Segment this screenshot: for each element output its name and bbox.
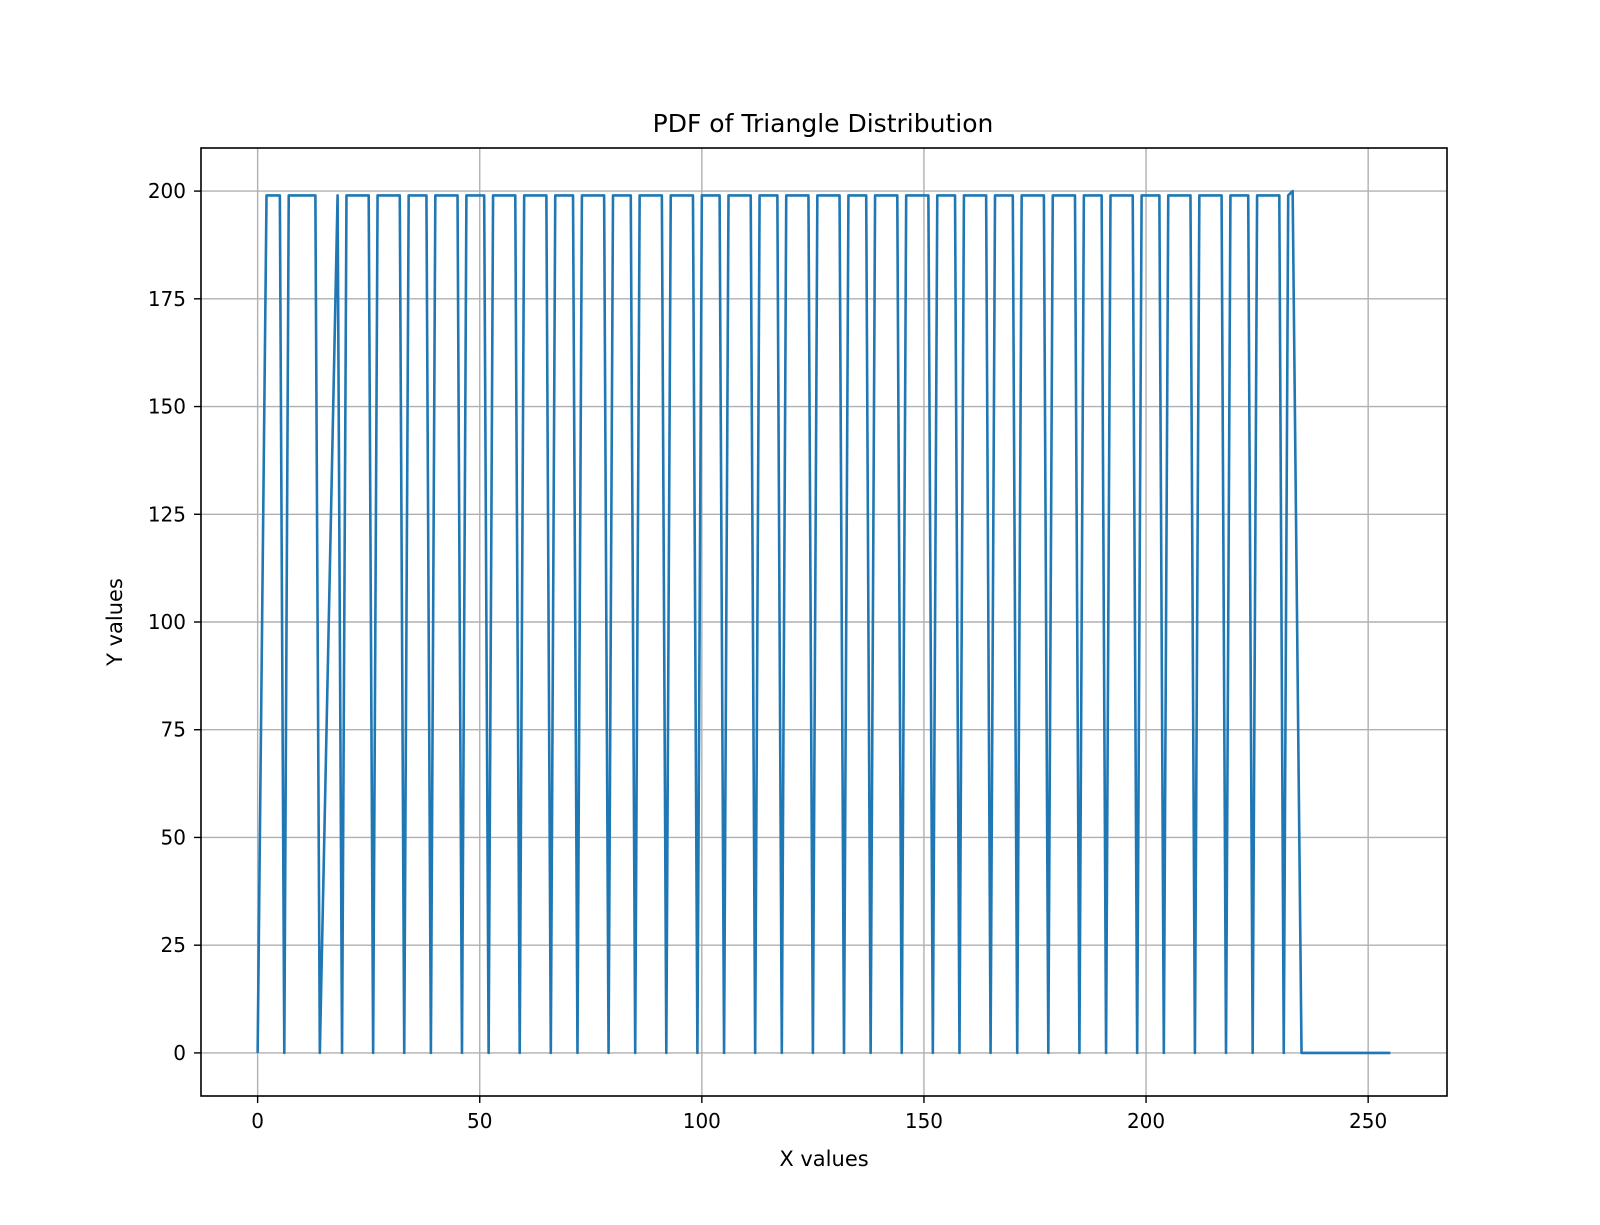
series-line (256, 189, 1391, 1055)
data-layer (256, 189, 1391, 1055)
y-tick-label: 50 (161, 825, 186, 849)
y-tick-label: 200 (148, 179, 186, 203)
x-tick-label: 200 (1127, 1109, 1165, 1133)
y-tick-label: 150 (148, 395, 186, 419)
x-tick-label: 100 (683, 1109, 721, 1133)
x-tick-label: 0 (251, 1109, 264, 1133)
grid-layer (201, 148, 1447, 1096)
x-tick-label: 50 (467, 1109, 492, 1133)
y-axis-label: Y values (103, 578, 127, 667)
tick-layer: 0 50 100 150 200 250 0 25 50 75 100 125 150 175 200 (148, 179, 1387, 1133)
chart-title: PDF of Triangle Distribution (653, 109, 994, 138)
y-tick-label: 75 (161, 718, 186, 742)
y-tick-label: 0 (173, 1041, 186, 1065)
x-tick-label: 250 (1349, 1109, 1387, 1133)
y-tick-label: 100 (148, 610, 186, 634)
y-tick-label: 25 (161, 933, 186, 957)
x-tick-label: 150 (905, 1109, 943, 1133)
y-tick-label: 125 (148, 502, 186, 526)
y-tick-label: 175 (148, 287, 186, 311)
x-axis-label: X values (779, 1147, 868, 1171)
